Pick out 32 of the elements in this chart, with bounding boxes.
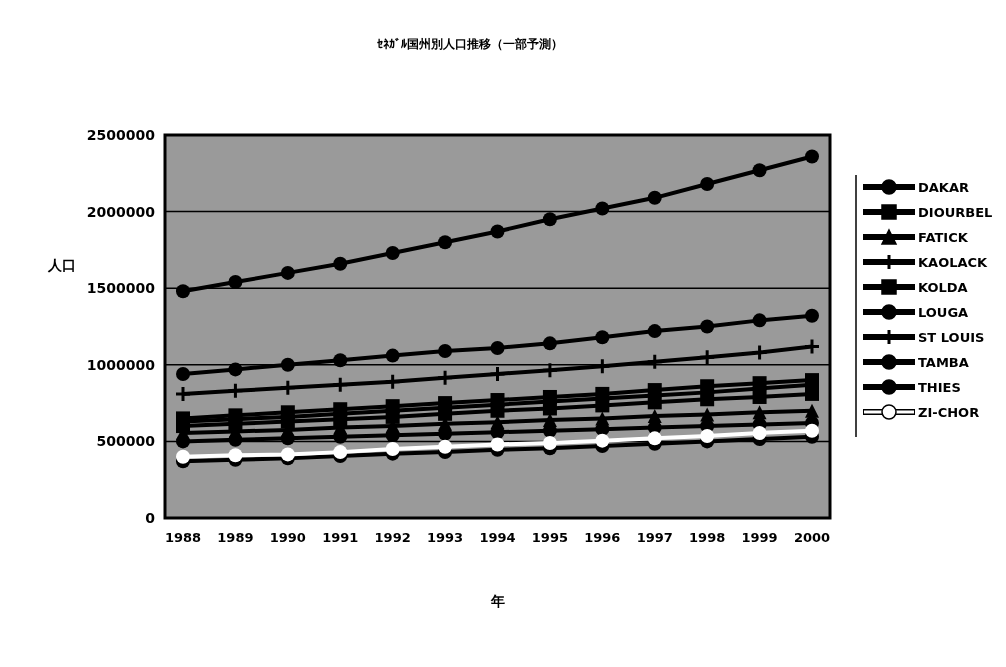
legend-label: THIES	[918, 380, 961, 395]
x-tick-label: 1995	[531, 530, 569, 545]
y-tick-label: 2500000	[86, 127, 156, 143]
x-tick-label: 1999	[741, 530, 778, 545]
y-tick-label: 0	[145, 510, 156, 526]
y-axis-title: 人口	[47, 257, 76, 273]
x-tick-label: 1993	[426, 530, 464, 545]
legend-label: KOLDA	[918, 280, 968, 295]
y-tick-label: 1500000	[86, 280, 156, 297]
chart-title: ｾﾈｶﾞﾙ国州別人口推移（一部予測）	[377, 37, 563, 51]
x-tick-label: 1991	[322, 530, 359, 545]
legend-label: KAOLACK	[918, 255, 989, 270]
x-tick-label: 1997	[636, 530, 673, 545]
legend-label: DIOURBEL	[918, 205, 993, 220]
x-tick-label: 2000	[793, 530, 831, 545]
x-tick-label: 1992	[374, 530, 411, 545]
legend-label: TAMBA	[918, 355, 969, 370]
x-tick-label: 1994	[479, 530, 516, 545]
y-tick-label: 500000	[96, 433, 156, 450]
x-tick-label: 1988	[164, 530, 202, 545]
x-tick-label: 1990	[269, 530, 306, 545]
legend-label: ZI-CHOR	[918, 405, 980, 420]
legend-label: ST LOUIS	[918, 330, 985, 345]
x-tick-label: 1996	[584, 530, 621, 545]
legend-label: FATICK	[918, 230, 969, 245]
legend-label: DAKAR	[918, 180, 969, 195]
x-axis-title: 年	[489, 593, 505, 609]
legend-label: LOUGA	[918, 305, 969, 320]
x-tick-label: 1989	[217, 530, 254, 545]
y-tick-label: 2000000	[86, 203, 156, 220]
y-tick-label: 1000000	[86, 356, 156, 373]
x-tick-label: 1998	[689, 530, 726, 545]
